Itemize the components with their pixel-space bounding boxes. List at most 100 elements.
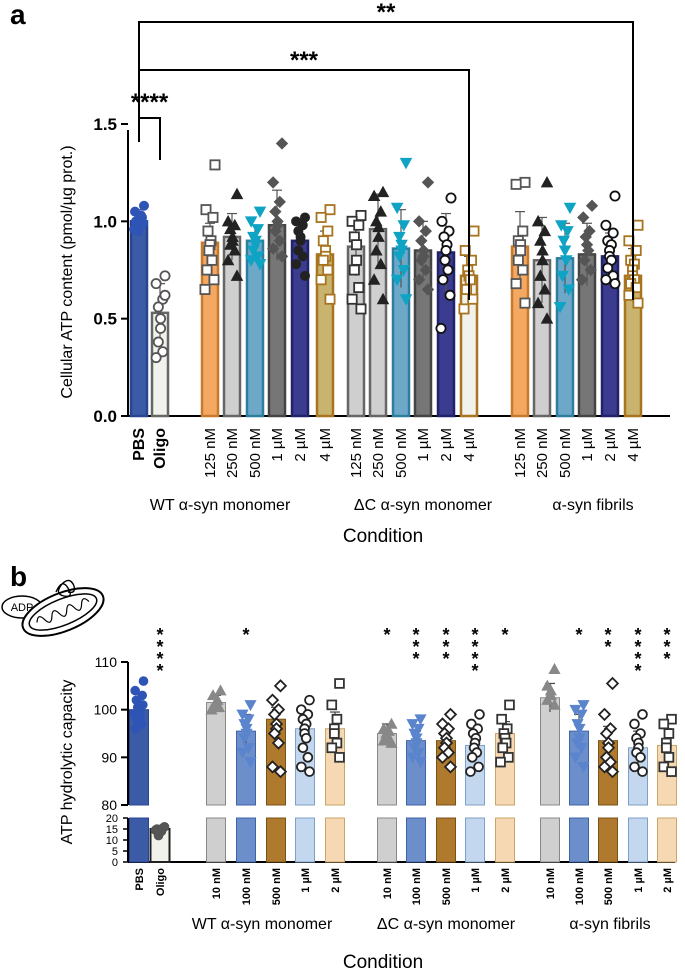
panel-a-data-point bbox=[415, 254, 428, 267]
panel-a-x-tick-label: 500 nM bbox=[557, 428, 574, 478]
panel-a-data-point bbox=[269, 205, 282, 218]
panel-a-x-tick-label: 125 nM bbox=[512, 428, 529, 478]
panel-b-data-point bbox=[244, 757, 257, 769]
panel-a-data-point bbox=[399, 157, 413, 170]
panel-b-data-point bbox=[138, 700, 148, 710]
panel-a-data-point bbox=[353, 219, 365, 231]
panel-b-bar-lower bbox=[436, 817, 456, 863]
panel-a-data-point bbox=[553, 301, 567, 314]
panel-a-data-point bbox=[315, 274, 327, 286]
panel-a-data-point bbox=[458, 303, 470, 315]
panel-b-data-point bbox=[443, 707, 458, 722]
panel-a-x-tick-label: 2 µM bbox=[438, 428, 455, 462]
panel-a-data-point bbox=[299, 270, 310, 281]
panel-b-data-point bbox=[238, 733, 251, 745]
panel-a-data-point bbox=[202, 225, 214, 237]
panel-b-data-point bbox=[385, 736, 398, 748]
panel-a-data-point bbox=[376, 185, 390, 198]
panel-a-group-label-fibrils: α-syn fibrils bbox=[552, 497, 633, 514]
panel-b-data-point bbox=[326, 699, 338, 711]
panel-b-data-point bbox=[265, 693, 280, 707]
protein-squiggle bbox=[55, 579, 76, 598]
panel-b-x-tick-label: 1 µM bbox=[300, 868, 312, 893]
panel-b-significance-star: * bbox=[383, 625, 390, 645]
panel-a-data-point bbox=[374, 257, 388, 270]
panel-b-significance-star: * bbox=[663, 625, 670, 645]
panel-b-data-point bbox=[637, 766, 648, 777]
panel-a-data-point bbox=[157, 346, 169, 358]
panel-a-data-point bbox=[324, 204, 336, 216]
panel-a-data-point bbox=[390, 202, 404, 215]
panel-a-data-point bbox=[138, 200, 149, 211]
panel-a-y-tick-label: 1.0 bbox=[93, 212, 117, 231]
panel-b-significance-star: * bbox=[156, 649, 163, 669]
panel-b-significance-star: * bbox=[634, 625, 641, 645]
panel-b-significance-star: * bbox=[412, 637, 419, 657]
panel-a-x-tick-label: 4 µM bbox=[461, 428, 478, 462]
panel-b-data-point bbox=[236, 747, 249, 759]
panel-b-data-point bbox=[629, 718, 640, 730]
panel-a-data-point bbox=[150, 278, 162, 290]
panel-b-data-point bbox=[267, 726, 282, 741]
panel-a-data-point bbox=[206, 254, 218, 266]
panel-a-data-point bbox=[436, 215, 448, 227]
panel-b-y-tick-label: 80 bbox=[101, 797, 117, 813]
panel-b-significance-star: * bbox=[442, 637, 449, 657]
panel-a-x-tick-label: 4 µM bbox=[625, 428, 642, 462]
panel-a-data-point bbox=[395, 245, 408, 257]
panel-a-data-point bbox=[291, 259, 302, 270]
panel-a-data-point bbox=[554, 220, 568, 232]
panel-a-data-point bbox=[370, 244, 383, 256]
panel-a-data-point bbox=[224, 238, 237, 250]
panel-a-data-point bbox=[374, 205, 388, 217]
panel-b-x-tick-label: 500 nM bbox=[441, 868, 453, 905]
panel-b-bar-lower bbox=[295, 817, 315, 863]
panel-b-x-tick-label: 10 nM bbox=[211, 868, 223, 899]
panel-b-data-point bbox=[150, 825, 161, 835]
panel-a-data-point bbox=[269, 224, 282, 238]
panel-b-data-point bbox=[130, 685, 140, 696]
panel-a-bracket-stars: **** bbox=[131, 89, 169, 116]
panel-b-bar-lower bbox=[465, 817, 485, 863]
panel-b-data-point bbox=[304, 766, 315, 777]
panel-a-x-tick-label: 2 µM bbox=[602, 428, 619, 462]
panel-a-data-point bbox=[351, 254, 363, 266]
panel-a-data-point bbox=[607, 227, 619, 239]
panel-b-significance-star: * bbox=[412, 649, 419, 669]
panel-a-x-tick-label: Oligo bbox=[152, 428, 169, 469]
panel-b-data-point bbox=[329, 728, 340, 739]
panel-b-significance-star: * bbox=[663, 649, 670, 669]
panel-b-data-point bbox=[548, 662, 561, 674]
panel-a-x-tick-label: 250 nM bbox=[224, 428, 241, 478]
panel-b-data-point bbox=[474, 709, 485, 720]
panel-a-data-point bbox=[253, 206, 267, 219]
panel-b-data-point bbox=[637, 709, 648, 720]
panel-a-data-point bbox=[355, 209, 367, 221]
panel-a-data-point bbox=[519, 297, 531, 309]
panel-b-bar-lower bbox=[569, 817, 589, 863]
panel-b-data-point bbox=[661, 742, 672, 754]
panel-b-data-point bbox=[575, 743, 588, 755]
panel-a-y-axis-label: Cellular ATP content (pmol/µg prot.) bbox=[59, 145, 76, 398]
panel-a-data-point bbox=[445, 192, 457, 204]
panel-a-data-point bbox=[563, 202, 577, 215]
panel-a-data-point bbox=[415, 234, 428, 247]
panel-b-data-point bbox=[495, 756, 506, 768]
panel-a-data-point bbox=[251, 224, 265, 236]
panel-a-data-point bbox=[562, 284, 576, 296]
panel-b-significance-star: * bbox=[442, 625, 449, 645]
panel-b-significance-star: * bbox=[604, 625, 611, 645]
panel-a-data-point bbox=[575, 273, 589, 286]
panel-b-data-point bbox=[273, 679, 288, 693]
panel-a-data-point bbox=[390, 274, 404, 287]
panel-b-data-point bbox=[304, 694, 315, 706]
panel-a-data-point bbox=[510, 178, 522, 190]
panel-a-data-point bbox=[609, 190, 621, 202]
panel-a-data-point bbox=[244, 216, 258, 228]
panel-a-bar bbox=[129, 220, 149, 418]
panel-a-data-point bbox=[201, 264, 213, 276]
panel-b-data-point bbox=[273, 764, 288, 779]
panel-b-group-label-dc: ΔC α-syn monomer bbox=[377, 916, 516, 933]
panel-b-bar-lower bbox=[129, 817, 149, 863]
